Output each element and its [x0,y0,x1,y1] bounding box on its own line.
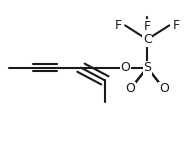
Text: F: F [144,20,151,33]
Text: C: C [143,33,152,46]
Text: F: F [114,19,121,32]
Text: F: F [173,19,180,32]
Text: S: S [143,61,151,74]
Text: O: O [126,82,136,95]
Text: O: O [120,61,130,74]
Text: O: O [159,82,169,95]
